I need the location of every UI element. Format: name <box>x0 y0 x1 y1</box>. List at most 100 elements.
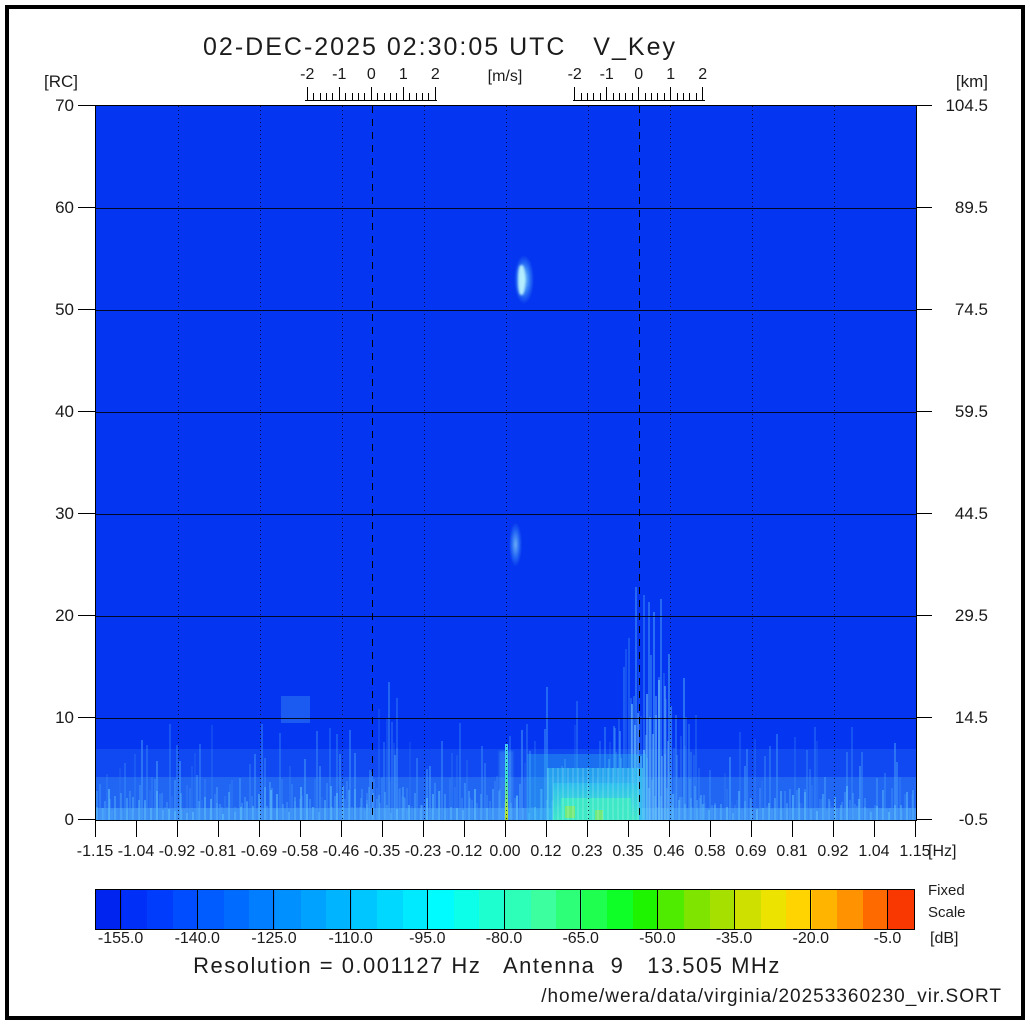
noise-streak <box>838 810 841 820</box>
right-bragg-plume-streak <box>680 736 683 820</box>
noise-streak <box>546 687 548 820</box>
bottom-axis-tick-label: 0.23 <box>571 843 603 860</box>
noise-streak-bright <box>156 791 158 820</box>
noise-streak <box>881 809 883 820</box>
noise-streak <box>688 779 691 820</box>
noise-streak <box>281 779 283 820</box>
noise-streak <box>718 810 721 820</box>
noise-streak <box>786 810 788 820</box>
colorbar-tick <box>273 889 275 929</box>
noise-streak <box>673 793 676 820</box>
noise-streak-bright <box>762 808 764 820</box>
noise-streak <box>848 800 851 820</box>
left-axis-tick-label: 0 <box>64 810 74 829</box>
right-axis-tick <box>915 206 932 208</box>
noise-streak <box>411 810 413 820</box>
noise-streak-bright <box>174 811 176 820</box>
noise-streak <box>481 746 483 820</box>
noise-streak-bright <box>270 790 272 820</box>
colorbar-segment <box>709 890 736 929</box>
right-bragg-plume-streak <box>637 667 640 820</box>
noise-streak <box>251 796 253 820</box>
noise-streak <box>396 748 398 820</box>
right-axis-tick-label: 104.5 <box>945 96 988 115</box>
right-bragg-plume-streak <box>690 752 693 820</box>
velocity-axis-minor-tick <box>325 93 327 100</box>
noise-streak <box>656 807 658 820</box>
noise-streak <box>286 802 288 820</box>
noise-streak <box>893 743 896 820</box>
noise-streak-bright <box>702 804 704 820</box>
right-bragg-plume-streak <box>685 717 688 820</box>
noise-streak-bright <box>894 805 896 820</box>
velocity-axis-minor-tick <box>599 93 601 100</box>
noise-streak-bright <box>372 793 374 820</box>
noise-streak-bright <box>330 786 332 820</box>
noise-streak <box>783 791 786 820</box>
velocity-axis-minor-tick <box>676 93 678 100</box>
noise-streak <box>433 783 436 820</box>
patch-core <box>560 798 632 820</box>
noise-streak <box>683 746 686 820</box>
noise-streak <box>758 788 761 820</box>
bottom-axis-tick <box>504 819 506 837</box>
noise-streak <box>536 810 538 820</box>
colorbar-segment <box>581 890 608 929</box>
left-bragg-plume-streak <box>363 807 366 820</box>
colorbar-segment <box>607 890 633 929</box>
noise-streak <box>416 758 418 820</box>
velocity-axis-minor-tick <box>332 93 334 100</box>
noise-streak-bright <box>774 798 776 820</box>
noise-streak <box>338 754 341 820</box>
noise-streak-bright <box>480 794 482 820</box>
right-bragg-plume-core <box>666 741 669 820</box>
noise-streak-bright <box>222 814 224 820</box>
noise-streak <box>773 810 776 820</box>
noise-streak <box>793 737 796 820</box>
noise-streak <box>776 734 778 820</box>
noise-streak <box>701 804 703 820</box>
noise-streak-bright <box>900 805 902 820</box>
gridline-vertical-dotted <box>259 106 261 820</box>
velocity-axis-baseline <box>572 100 705 101</box>
left-axis-tick <box>78 206 95 208</box>
noise-streak <box>503 802 506 820</box>
noise-streak <box>746 749 748 820</box>
noise-streak <box>651 780 653 820</box>
noise-streak-bright <box>528 813 530 820</box>
bottom-axis-tick-label: 0.12 <box>530 843 562 860</box>
noise-streak-bright <box>912 790 914 820</box>
right-bragg-plume-streak <box>627 638 630 820</box>
noise-streak <box>343 799 346 820</box>
noise-streak <box>796 790 798 820</box>
noise-streak <box>488 801 491 820</box>
noise-streak <box>106 774 108 820</box>
noise-streak-bright <box>840 805 842 820</box>
noise-streak-bright <box>408 805 410 820</box>
noise-streak <box>743 766 746 820</box>
noise-streak-bright <box>384 792 386 820</box>
colorbar-mode-line1: Fixed <box>928 882 965 899</box>
noise-streak-bright <box>426 798 428 820</box>
page-title: 02-DEC-2025 02:30:05 UTC V_Key <box>203 33 677 61</box>
bottom-axis-tick-label: 1.04 <box>858 843 890 860</box>
bottom-axis-tick-label: 0.81 <box>776 843 808 860</box>
noise-streak <box>811 785 813 820</box>
bottom-axis-tick-label: 0.69 <box>735 843 767 860</box>
noise-streak-bright <box>288 812 290 820</box>
right-bragg-plume-streak <box>632 696 635 820</box>
noise-streak <box>398 788 401 820</box>
colorbar-tick <box>120 889 122 929</box>
noise-streak <box>788 789 791 820</box>
left-bragg-plume-streak <box>373 779 376 820</box>
noise-streak-bright <box>846 786 848 820</box>
noise-streak <box>378 803 381 820</box>
velocity-axis-minor-tick <box>313 93 315 100</box>
noise-streak-bright <box>354 789 356 820</box>
right-axis-tick <box>915 512 932 514</box>
noise-streak <box>321 797 323 820</box>
noise-streak-bright <box>120 793 122 820</box>
right-axis-tick-label: 59.5 <box>954 402 988 421</box>
right-bragg-plume-streak <box>672 748 675 820</box>
